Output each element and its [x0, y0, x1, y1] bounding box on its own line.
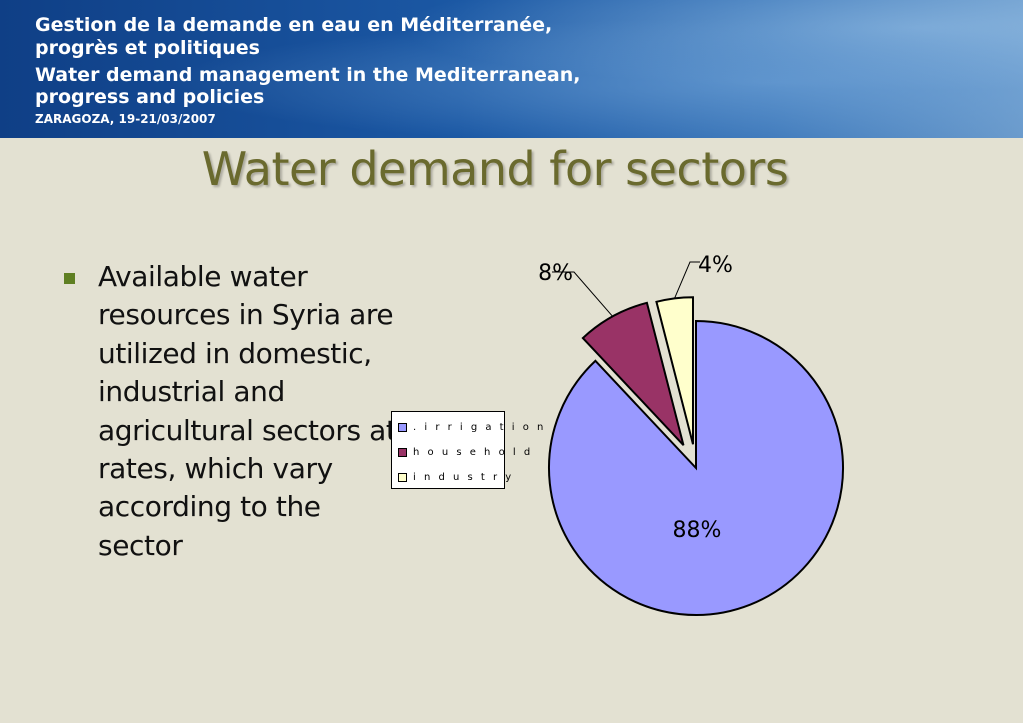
legend-label-irrigation: . i r r i g a t i o n	[413, 421, 546, 433]
pie-label-irrigation: 88%	[673, 518, 722, 543]
banner-event-date: ZARAGOZA, 19-21/03/2007	[35, 112, 216, 126]
banner-title-fr-line2: progrès et politiques	[35, 37, 260, 59]
banner-title-en-line1: Water demand management in the Mediterra…	[35, 64, 581, 86]
banner-title-fr-line1: Gestion de la demande en eau en Méditerr…	[35, 14, 553, 36]
banner-title-en-line2: progress and policies	[35, 86, 265, 108]
pie-leader-household	[552, 271, 614, 317]
legend-item-irrigation: . i r r i g a t i o n	[398, 420, 546, 434]
legend-item-household: h o u s e h o l d	[398, 445, 533, 459]
pie-label-industry: 4%	[698, 253, 733, 278]
bullet-icon	[64, 273, 75, 284]
header-banner: Gestion de la demande en eau en Méditerr…	[0, 0, 1023, 138]
legend-swatch-irrigation	[398, 422, 407, 432]
legend-label-industry: i n d u s t r y	[413, 471, 514, 483]
legend-swatch-industry	[398, 472, 407, 482]
slide-title: Water demand for sectors	[201, 142, 789, 196]
chart-legend: . i r r i g a t i o n h o u s e h o l d …	[391, 411, 543, 489]
pie-label-household: 8%	[538, 261, 573, 286]
legend-swatch-household	[398, 447, 407, 457]
pie-slice-irrigation	[548, 319, 845, 616]
pie-leader-industry	[674, 261, 700, 299]
pie-slice-industry	[655, 296, 694, 445]
legend-label-household: h o u s e h o l d	[413, 446, 533, 458]
legend-item-industry: i n d u s t r y	[398, 470, 514, 484]
bullet-text: Available water resources in Syria are u…	[98, 260, 397, 562]
